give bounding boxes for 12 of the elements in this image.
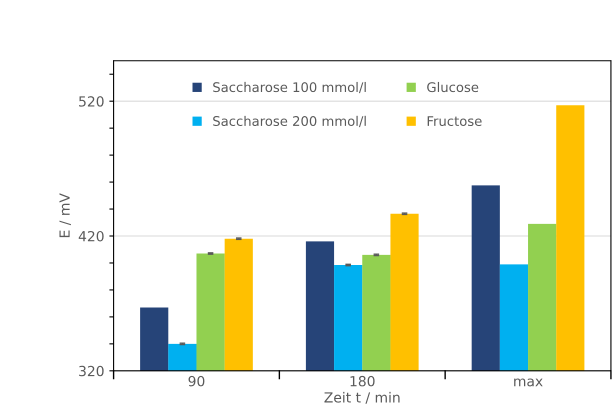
x-axis-title: Zeit t / min [324, 392, 400, 404]
x-tick-label: 90 [188, 376, 204, 386]
x-tick-label: 180 [350, 376, 375, 386]
y-tick-label: 520 [79, 96, 104, 107]
x-tick-label: max [514, 378, 543, 386]
y-tick-label: 420 [78, 230, 104, 242]
y-tick-label: 320 [79, 366, 104, 376]
legend-label: Saccharose 200 mmol/l [213, 116, 366, 128]
y-axis-title: E / mV [59, 193, 71, 238]
legend-label: Glucose [427, 82, 478, 92]
legend-label: Saccharose 100 mmol/l [213, 82, 366, 94]
legend-label: Fructose [428, 116, 482, 126]
